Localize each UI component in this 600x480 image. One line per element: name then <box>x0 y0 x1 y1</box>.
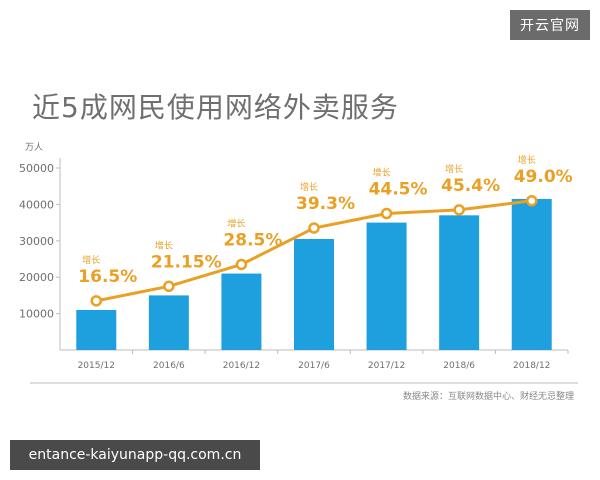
growth-value-label: 21.15% <box>151 252 222 272</box>
x-tick-label: 2018/12 <box>513 361 550 371</box>
growth-value-label: 16.5% <box>78 267 137 287</box>
growth-tag: 增长 <box>445 163 463 175</box>
x-tick-label: 2017/6 <box>298 361 330 371</box>
bar-2018-12 <box>511 198 552 350</box>
growth-point <box>235 258 248 271</box>
bar-2018-6 <box>439 215 480 350</box>
growth-value-label: 28.5% <box>223 230 282 250</box>
x-tick-label: 2018/6 <box>443 361 475 371</box>
bar-2015-12 <box>76 309 117 350</box>
x-tick-label: 2015/12 <box>78 361 115 371</box>
source-note: 数据来源：互联网数据中心、财经无忌整理 <box>402 392 574 402</box>
growth-value-label: 45.4% <box>441 176 500 196</box>
growth-point <box>380 207 393 220</box>
x-tick-label: 2016/6 <box>153 361 185 371</box>
site-badge: 开云官网 <box>510 10 590 40</box>
growth-tag: 增长 <box>155 239 173 251</box>
watermark-banner: entance-kaiyunapp-qq.com.cn <box>10 440 260 470</box>
growth-value-label: 49.0% <box>514 167 573 187</box>
growth-point <box>90 295 103 307</box>
bar-2017-12 <box>366 222 407 350</box>
growth-tag: 增长 <box>227 217 245 229</box>
growth-value-label: 39.3% <box>296 194 355 214</box>
growth-point <box>308 222 320 234</box>
y-tick-label: 40000 <box>19 198 54 211</box>
growth-point <box>163 280 175 293</box>
y-tick-label: 20000 <box>19 271 54 284</box>
bar-2017-6 <box>294 238 334 350</box>
growth-point <box>525 195 538 207</box>
growth-tag: 增长 <box>373 167 391 179</box>
growth-tag: 增长 <box>82 254 100 266</box>
y-tick-label: 30000 <box>19 235 54 248</box>
growth-value-label: 44.5% <box>369 180 428 200</box>
growth-tag: 增长 <box>518 154 536 166</box>
growth-tag: 增长 <box>300 181 318 193</box>
bar-2016-12 <box>221 273 262 350</box>
y-tick-label: 50000 <box>19 162 54 175</box>
y-tick-label: 10000 <box>19 308 54 321</box>
x-tick-label: 2016/12 <box>223 361 260 371</box>
chart-title: 近5成网民使用网络外卖服务 <box>32 91 399 124</box>
growth-point <box>453 204 465 216</box>
y-axis-unit: 万人 <box>25 142 43 153</box>
x-tick-label: 2017/12 <box>368 361 405 371</box>
bar-2016-6 <box>148 295 189 350</box>
